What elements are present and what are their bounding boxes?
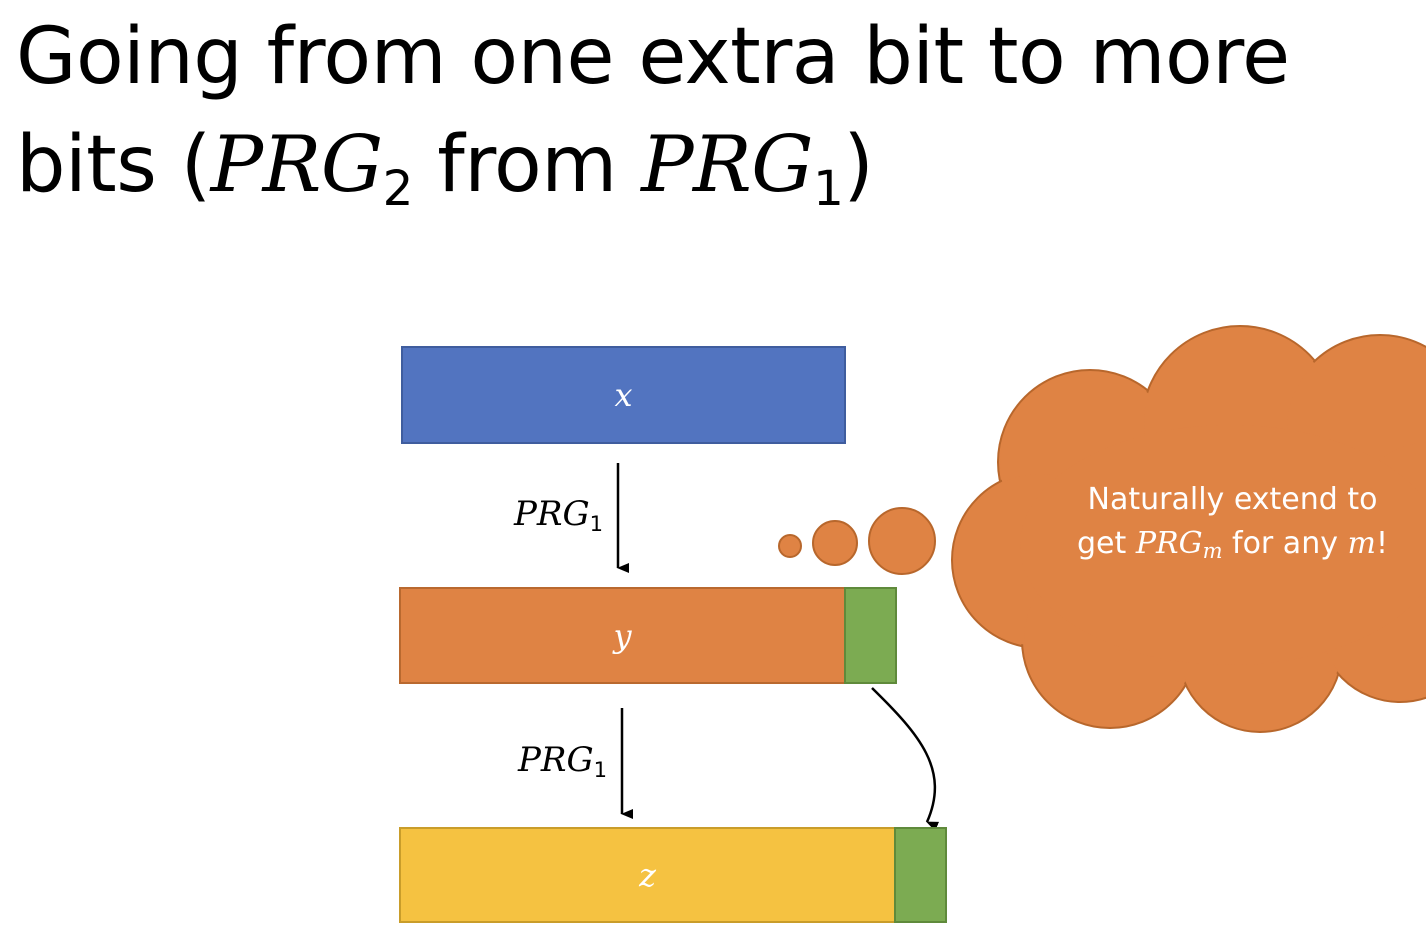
block-z-extra-bit (894, 827, 947, 923)
block-z-label: z (639, 856, 656, 894)
cloud-line2-suffix: ! (1375, 525, 1388, 561)
arrow-label-1-sub: 1 (589, 511, 604, 537)
block-z: z (399, 827, 896, 923)
arrow-label-1: PRG1 (514, 494, 604, 537)
title-prg-2-sub: 2 (382, 160, 414, 217)
title-suffix: ) (843, 120, 874, 210)
thought-cloud (778, 325, 1426, 733)
thought-bubble-medium (812, 520, 858, 566)
cloud-text: Naturally extend to get PRGm for any m! (1040, 478, 1425, 565)
cloud-prg-sub: m (1202, 538, 1223, 563)
block-y: y (399, 587, 846, 684)
title-prefix: bits ( (16, 120, 211, 210)
title-line-2: bits (PRG2 from PRG1) (16, 126, 874, 213)
title-prg-2-base: PRG (210, 120, 384, 210)
arrow-label-2-base: PRG (518, 740, 594, 780)
cloud-text-line-1: Naturally extend to (1087, 482, 1378, 517)
title-line-1: Going from one extra bit to more (16, 18, 1290, 96)
block-y-extra-bit (844, 587, 897, 684)
arrow-extra-bit (871, 687, 940, 832)
thought-bubble-large (868, 507, 936, 575)
cloud-prg: PRGm (1135, 525, 1223, 563)
cloud-prg-base: PRG (1135, 525, 1203, 561)
block-x: x (401, 346, 846, 444)
cloud-line2-prefix: get (1077, 525, 1136, 561)
arrow-label-2-sub: 1 (593, 757, 608, 783)
block-x-label: x (614, 376, 633, 414)
title-text-1: Going from one extra bit to more (16, 12, 1290, 102)
cloud-text-line-2: get PRGm for any m! (1040, 522, 1425, 566)
title-middle: from (412, 120, 642, 210)
cloud-line2-middle: for any (1222, 525, 1348, 561)
arrow-label-1-base: PRG (514, 494, 590, 534)
title-prg-1: PRG1 (641, 120, 844, 213)
block-y-label: y (613, 616, 632, 655)
cloud-var: m (1347, 525, 1376, 561)
arrow-label-2: PRG1 (518, 740, 608, 783)
title-prg-2: PRG2 (210, 120, 414, 213)
thought-bubble-small (778, 534, 802, 558)
title-prg-1-base: PRG (641, 120, 814, 210)
title-prg-1-sub: 1 (813, 160, 844, 217)
